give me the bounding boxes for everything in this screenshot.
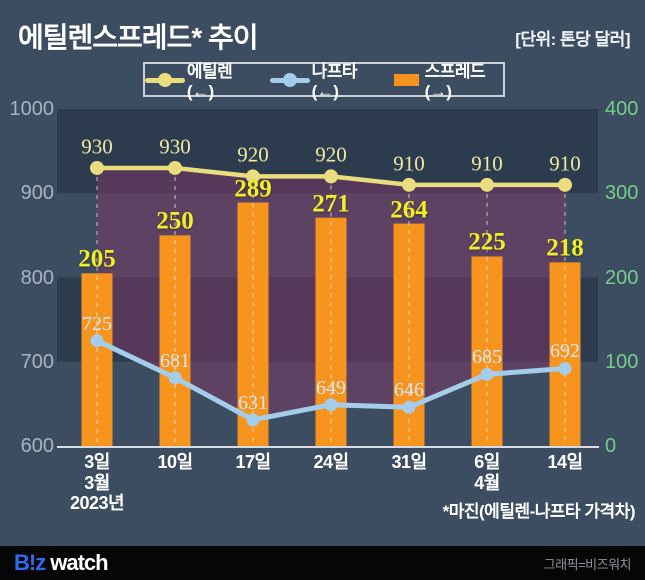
spread-value-label: 271 xyxy=(312,190,350,218)
page-title: 에틸렌스프레드* 추이 xyxy=(18,22,259,53)
naphtha-point xyxy=(480,367,494,381)
logo-watch-text: watch xyxy=(50,550,108,575)
legend-label-spread: 스프레드(→) xyxy=(424,62,486,101)
spread-value-label: 250 xyxy=(156,207,194,235)
naphtha-value-label: 725 xyxy=(82,312,112,335)
ethylene-line-marker-icon xyxy=(145,72,185,87)
naphtha-value-label: 631 xyxy=(238,391,268,414)
left-axis-tick: 600 xyxy=(20,435,54,457)
spread-value-label: 205 xyxy=(78,245,116,273)
graphic-credit: 그래픽=비즈워치 xyxy=(543,556,632,572)
naphtha-point xyxy=(168,371,182,385)
x-axis-label: 6일 xyxy=(474,452,500,472)
logo-biz-text: B!z xyxy=(14,550,46,575)
ethylene-value-label: 920 xyxy=(315,142,347,167)
legend: 에틸렌(←) 나프타(←) 스프레드(→) xyxy=(143,62,505,101)
naphtha-line-marker-icon xyxy=(269,72,310,87)
ethylene-point xyxy=(558,177,572,192)
x-axis-label: 4월 xyxy=(474,472,500,493)
ethylene-value-label: 930 xyxy=(159,134,191,159)
x-axis-label: 24일 xyxy=(313,452,349,472)
spread-value-label: 218 xyxy=(546,234,584,262)
right-axis-tick: 0 xyxy=(605,435,617,457)
ethylene-point xyxy=(168,160,182,175)
x-axis-label: 17일 xyxy=(235,452,271,472)
spread-bar xyxy=(549,262,581,446)
naphtha-point xyxy=(246,413,260,427)
ethylene-value-label: 920 xyxy=(237,142,269,167)
right-axis-tick: 300 xyxy=(605,182,639,205)
bizwatch-logo: B!z watch xyxy=(14,550,109,576)
spread-value-label: 264 xyxy=(390,196,428,224)
spread-bar xyxy=(81,273,113,446)
naphtha-value-label: 681 xyxy=(160,349,190,372)
x-axis-label: 3월 xyxy=(84,472,110,493)
right-axis-tick: 100 xyxy=(605,350,639,373)
legend-item-spread: 스프레드(→) xyxy=(394,57,503,102)
right-axis-tick: 200 xyxy=(605,266,639,289)
left-axis-tick: 900 xyxy=(20,182,54,205)
naphtha-point xyxy=(324,398,338,412)
right-axis-tick: 400 xyxy=(605,98,639,120)
spread-value-label: 289 xyxy=(234,175,272,203)
legend-label-ethylene: 에틸렌(←) xyxy=(186,62,233,101)
left-axis-tick: 1000 xyxy=(9,98,55,120)
footer-bar: B!z watch 그래픽=비즈워치 xyxy=(0,546,645,580)
x-axis-label: 14일 xyxy=(547,452,583,472)
ethylene-point xyxy=(324,169,338,184)
naphtha-point xyxy=(402,400,416,414)
naphtha-value-label: 692 xyxy=(550,340,580,363)
footnote: *마진(에틸렌-나프타 가격차) xyxy=(442,502,636,521)
x-axis-label: 31일 xyxy=(391,452,427,472)
spread-bar xyxy=(471,256,503,446)
naphtha-value-label: 685 xyxy=(472,346,502,369)
spread-bar-swatch-icon xyxy=(394,73,419,86)
left-axis-tick: 700 xyxy=(20,350,54,373)
spread-bar xyxy=(159,235,191,446)
x-axis-label: 2023년 xyxy=(69,493,125,513)
spread-value-label: 225 xyxy=(468,228,506,256)
naphtha-point xyxy=(90,334,104,348)
spread-bar xyxy=(237,202,269,446)
legend-item-naphtha: 나프타(←) xyxy=(269,57,377,102)
naphtha-value-label: 649 xyxy=(316,376,346,399)
ethylene-point xyxy=(246,169,260,184)
left-axis-tick: 800 xyxy=(20,266,54,289)
ethylene-value-label: 910 xyxy=(549,151,581,176)
ethylene-value-label: 910 xyxy=(471,151,503,176)
naphtha-value-label: 646 xyxy=(394,379,424,402)
ethylene-value-label: 910 xyxy=(393,151,425,176)
ethylene-point xyxy=(480,177,494,192)
ethylene-point xyxy=(402,177,416,192)
legend-item-ethylene: 에틸렌(←) xyxy=(145,57,252,102)
ethylene-point xyxy=(90,160,104,175)
unit-label: [단위: 톤당 달러] xyxy=(515,30,630,49)
legend-label-naphtha: 나프타(←) xyxy=(311,62,358,101)
x-axis-label: 10일 xyxy=(157,452,193,472)
ethylene-value-label: 930 xyxy=(81,134,113,159)
naphtha-point xyxy=(558,361,572,375)
x-axis-label: 3일 xyxy=(84,452,110,472)
